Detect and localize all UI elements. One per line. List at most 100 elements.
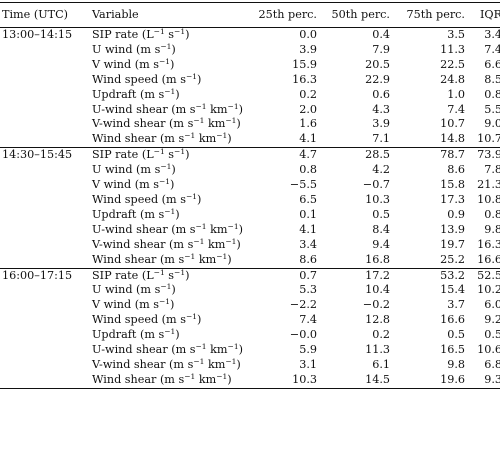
table-row: V-wind shear (m s−1 km−1) 3.1 6.1 9.8 6.8 (0, 358, 500, 373)
p75-cell: 13.9 (440, 222, 465, 236)
variable-cell: U-wind shear (m s−1 km−1) (92, 342, 243, 357)
variable-cell: V-wind shear (m s−1 km−1) (92, 116, 241, 131)
header-p75: 75th perc. (390, 2, 465, 28)
iqr-cell: 5.5 (484, 102, 500, 116)
table-row: U wind (m s−1) 5.3 10.4 15.4 10.2 (0, 283, 500, 298)
time-interval-cell: 13:00–14:15 (2, 28, 73, 41)
iqr-cell: 7.4 (484, 42, 500, 56)
variable-cell: Wind shear (m s−1 km−1) (92, 252, 252, 269)
p75-cell: 0.5 (447, 328, 465, 342)
time-interval-cell: 14:30–15:45 (2, 148, 73, 162)
p50-cell: 16.8 (317, 252, 390, 269)
table-row: U wind (m s−1) 0.8 4.2 8.6 7.8 (0, 163, 500, 178)
variable-cell: Wind speed (m s−1) (92, 312, 202, 327)
p25-cell: 4.7 (299, 148, 317, 162)
table-row: V-wind shear (m s−1 km−1) 1.6 3.9 10.7 9.0 (0, 117, 500, 132)
p50-cell: 0.4 (372, 28, 390, 41)
empty-time-cell (0, 252, 92, 269)
variable-cell: U wind (m s−1) (92, 162, 176, 177)
time-interval-cell: 16:00–17:15 (2, 268, 73, 282)
p75-cell: 3.5 (447, 28, 465, 41)
p25-cell: 5.3 (299, 283, 317, 297)
table-row: 16:00–17:15 SIP rate (L−1 s−1) 0.7 17.2 53.2… (0, 268, 500, 283)
p25-cell: 0.8 (299, 163, 317, 177)
iqr-cell: 6.6 (484, 57, 500, 71)
variable-cell: U wind (m s−1) (92, 282, 176, 297)
header-time: Time (UTC) (0, 2, 92, 28)
p75-cell: 9.8 (447, 357, 465, 371)
p50-cell: 20.5 (365, 57, 390, 71)
p25-cell: 4.1 (299, 222, 317, 236)
p50-cell: 7.1 (317, 132, 390, 149)
table-row: Wind speed (m s−1) 6.5 10.3 17.3 10.8 (0, 193, 500, 208)
table-row: Updraft (m s−1) 0.1 0.5 0.9 0.8 (0, 208, 500, 223)
p50-cell: 8.4 (372, 222, 390, 236)
iqr-cell: 10.8 (477, 192, 500, 206)
iqr-cell: 10.7 (465, 132, 500, 149)
p25-cell: 15.9 (292, 57, 317, 71)
empty-time-cell (0, 132, 92, 149)
variable-cell: V wind (m s−1) (92, 56, 175, 71)
table-row: Wind speed (m s−1) 16.3 22.9 24.8 8.5 (0, 71, 500, 88)
table-row: Updraft (m s−1) 0.2 0.6 1.0 0.8 (0, 87, 500, 103)
empty-time-cell (0, 298, 92, 313)
p75-cell: 11.3 (440, 42, 465, 56)
empty-time-cell (0, 283, 92, 298)
table-row: V wind (m s−1) 15.9 20.5 22.5 6.6 (0, 58, 500, 73)
p25-cell: 0.2 (299, 87, 317, 101)
p25-cell: 6.5 (299, 192, 317, 206)
p75-cell: 7.4 (447, 102, 465, 116)
header-iqr: IQR (465, 2, 500, 28)
iqr-cell: 8.5 (484, 72, 500, 86)
p50-cell: 4.2 (372, 163, 390, 177)
variable-cell: U wind (m s−1) (92, 41, 176, 56)
p25-cell: 16.3 (292, 72, 317, 86)
p50-cell: 10.3 (365, 192, 390, 206)
variable-cell: Updraft (m s−1) (92, 206, 180, 221)
iqr-cell: 21.3 (477, 178, 500, 192)
p75-cell: 78.7 (440, 148, 465, 162)
variable-cell: Wind speed (m s−1) (92, 71, 202, 86)
iqr-cell: 0.8 (484, 87, 500, 101)
p50-cell: 14.5 (317, 372, 390, 389)
p75-cell: 19.6 (390, 372, 465, 389)
iqr-cell: 16.6 (465, 252, 500, 269)
empty-time-cell (0, 73, 92, 88)
p75-cell: 15.4 (440, 283, 465, 297)
variable-cell: V wind (m s−1) (92, 297, 175, 312)
p50-cell: 12.8 (365, 313, 390, 327)
iqr-cell: 0.5 (484, 328, 500, 342)
table-row: 13:00–14:15 SIP rate (L−1 s−1) 0.0 0.4 3.5 3.… (0, 28, 500, 43)
empty-time-cell (0, 223, 92, 238)
p75-cell: 14.8 (390, 132, 465, 149)
empty-time-cell (0, 103, 92, 118)
empty-time-cell (0, 193, 92, 208)
table-row: U-wind shear (m s−1 km−1) 4.1 8.4 13.9 9.8 (0, 223, 500, 238)
empty-time-cell (0, 358, 92, 373)
variable-cell: Updraft (m s−1) (92, 327, 180, 342)
p25-cell: 4.1 (252, 132, 317, 149)
p75-cell: 22.5 (440, 57, 465, 71)
variable-cell: SIP rate (L−1 s−1) (92, 147, 190, 162)
empty-time-cell (0, 343, 92, 358)
variable-cell: V-wind shear (m s−1 km−1) (92, 356, 241, 371)
p50-cell: 0.6 (372, 87, 390, 101)
variable-cell: U-wind shear (m s−1 km−1) (92, 221, 243, 236)
empty-time-cell (0, 43, 92, 58)
p25-cell: 7.4 (299, 313, 317, 327)
p25-cell: −5.5 (289, 178, 317, 192)
p50-cell: 10.4 (365, 283, 390, 297)
iqr-cell: 6.8 (484, 357, 500, 371)
p50-cell: 28.5 (365, 148, 390, 162)
table-row: Wind shear (m s−1 km−1) 10.3 14.5 19.6 9.3 (0, 372, 500, 389)
p75-cell: 25.2 (390, 252, 465, 269)
p50-cell: −0.7 (362, 178, 390, 192)
empty-time-cell (0, 313, 92, 328)
header-row: Time (UTC) Variable 25th perc. 50th perc… (0, 2, 500, 28)
percentile-statistics-table: Time (UTC) Variable 25th perc. 50th perc… (0, 2, 500, 389)
p75-cell: 10.7 (440, 117, 465, 131)
p25-cell: 1.6 (299, 117, 317, 131)
p25-cell: 0.7 (299, 268, 317, 282)
p75-cell: 24.8 (440, 72, 465, 86)
empty-time-cell (0, 178, 92, 193)
